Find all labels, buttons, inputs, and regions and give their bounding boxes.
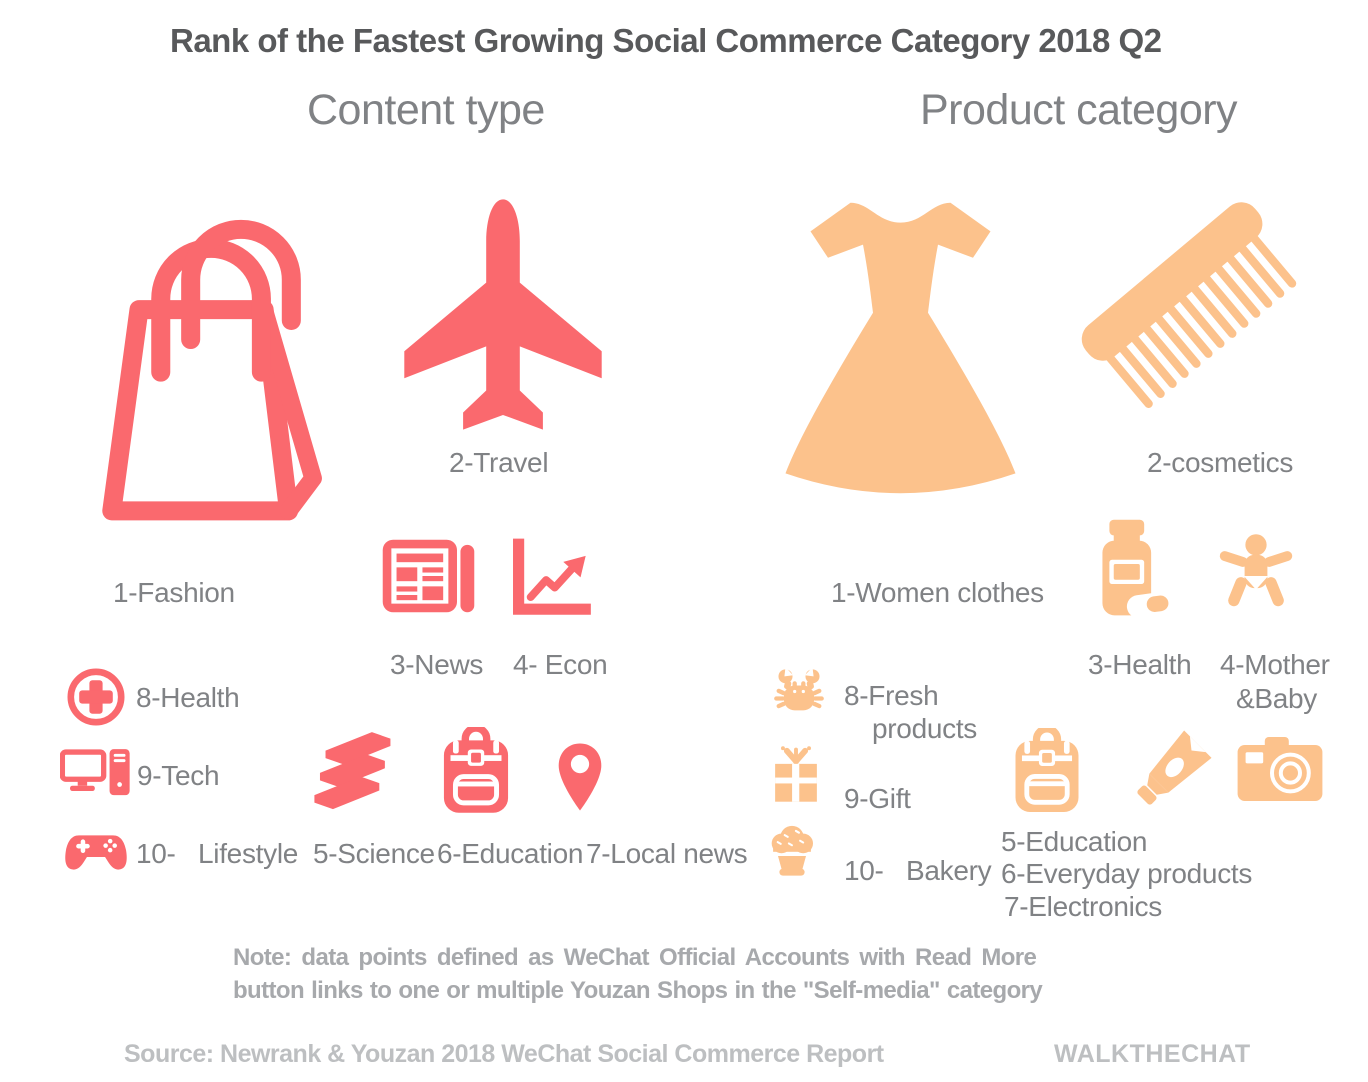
label-health: 8-Health xyxy=(136,682,240,713)
label-bakery: Bakery xyxy=(906,855,992,886)
label-everyday-products: 6-Everyday products xyxy=(1001,858,1253,889)
baby-icon xyxy=(1218,522,1294,630)
label-fresh-line2: products xyxy=(872,713,977,744)
label-bakery-num: 10- xyxy=(844,855,884,886)
label-fresh-line1: 8-Fresh xyxy=(844,680,939,711)
label-electronics: 7-Electronics xyxy=(1004,891,1162,922)
label-product-health: 3-Health xyxy=(1088,649,1192,680)
heading-content-type: Content type xyxy=(307,86,545,134)
label-education: 6-Education xyxy=(437,838,584,869)
label-tech: 9-Tech xyxy=(137,760,220,791)
label-travel: 2-Travel xyxy=(449,447,549,478)
heading-product-category: Product category xyxy=(920,86,1238,134)
backpack-icon xyxy=(1008,728,1086,812)
pill-bottle-icon xyxy=(1092,514,1172,628)
comb-icon xyxy=(1076,190,1316,430)
label-mother-line1: 4-Mother xyxy=(1220,649,1330,680)
map-pin-icon xyxy=(556,742,604,812)
label-mother-line2: &Baby xyxy=(1236,683,1317,714)
label-local-news: 7-Local news xyxy=(586,838,748,869)
camera-icon xyxy=(1236,733,1324,805)
note-line-1: Note: data points defined as WeChat Offi… xyxy=(233,944,1037,971)
label-science: 5-Science xyxy=(313,838,435,869)
computer-icon xyxy=(60,749,132,800)
label-lifestyle: Lifestyle xyxy=(198,838,299,869)
airplane-icon xyxy=(398,192,608,437)
brand-text: WALKTHECHAT xyxy=(1054,1040,1251,1068)
label-fashion: 1-Fashion xyxy=(113,577,235,608)
note-line-2: button links to one or multiple Youzan S… xyxy=(233,977,1043,1004)
books-icon xyxy=(294,728,396,816)
note-text: Note: data points defined as WeChat Offi… xyxy=(233,941,1133,1007)
label-women-clothes: 1-Women clothes xyxy=(831,577,1044,608)
label-cosmetics: 2-cosmetics xyxy=(1147,447,1294,478)
shopping-bag-icon xyxy=(71,179,343,549)
newspaper-icon xyxy=(381,524,476,628)
source-text: Source: Newrank & Youzan 2018 WeChat Soc… xyxy=(124,1040,884,1068)
gift-box-icon xyxy=(769,743,823,803)
label-product-education: 5-Education xyxy=(1001,826,1148,857)
label-lifestyle-num: 10- xyxy=(136,838,176,869)
growth-chart-icon xyxy=(510,533,596,620)
label-news: 3-News xyxy=(390,649,484,680)
crab-icon xyxy=(772,666,826,718)
cupcake-icon xyxy=(762,821,822,877)
toothpaste-icon xyxy=(1131,726,1213,814)
medical-cross-icon xyxy=(66,667,126,727)
backpack-icon xyxy=(439,727,513,813)
dress-icon xyxy=(763,194,1038,524)
label-gift: 9-Gift xyxy=(844,783,911,814)
page-title: Rank of the Fastest Growing Social Comme… xyxy=(170,22,1162,59)
game-controller-icon xyxy=(62,827,130,879)
label-econ: 4- Econ xyxy=(513,649,608,680)
